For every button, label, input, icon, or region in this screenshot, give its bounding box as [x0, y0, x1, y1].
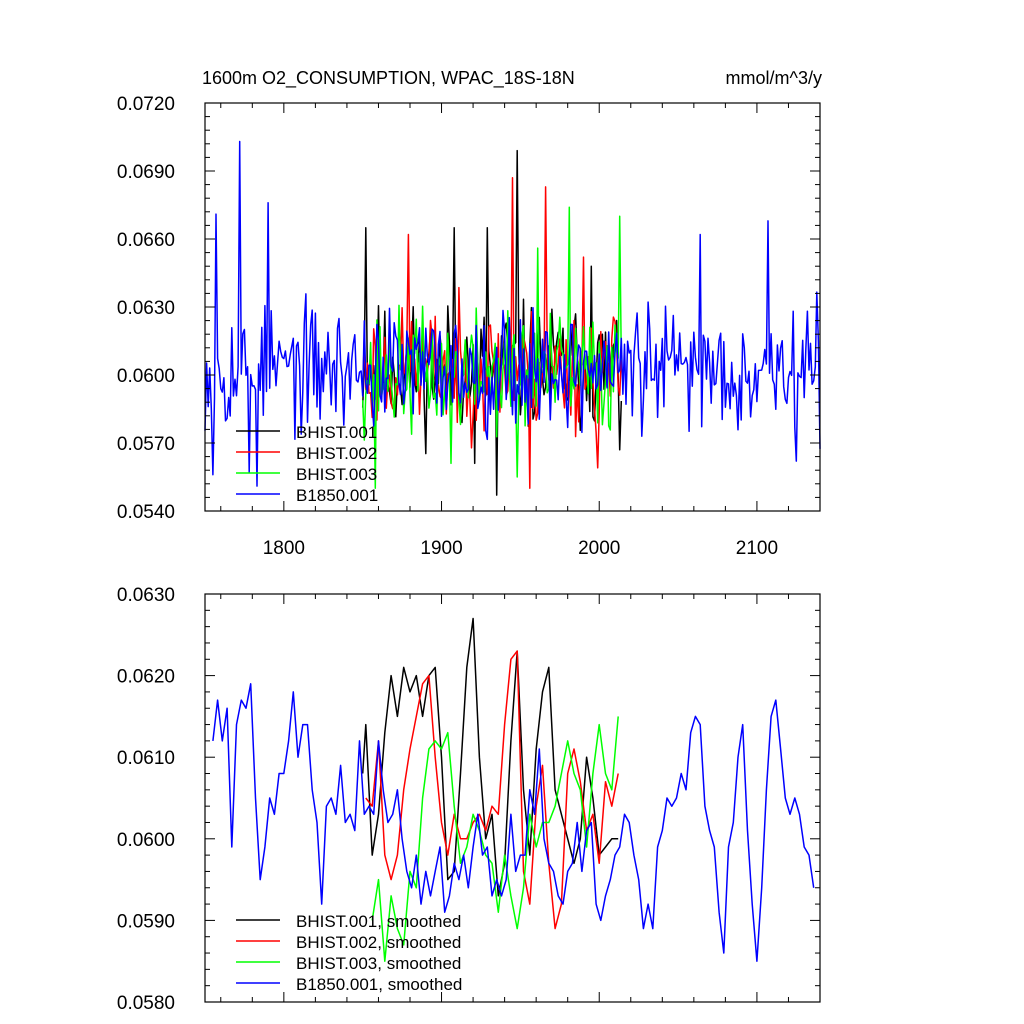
top-panel: 0.0540 0.0570 0.0600 0.0630 0.0660 0.0690 0.07… — [117, 94, 821, 559]
y-tick-label: 0.0540 — [117, 502, 175, 523]
y-tick-label: 0.0690 — [117, 162, 175, 183]
y-tick-label: 0.0660 — [117, 230, 175, 251]
y-tick-label: 0.0570 — [117, 434, 175, 455]
plot-frame — [204, 593, 821, 1003]
y-tick-label: 0.0600 — [117, 366, 175, 387]
x-tick-label: 1800 — [263, 538, 305, 559]
series-line-4 — [204, 140, 821, 487]
y-tick-label: 0.0610 — [117, 748, 175, 769]
y-tick-label: 0.0720 — [117, 94, 175, 115]
legend-label: B1850.001, smoothed — [296, 975, 462, 994]
y-tick-label: 0.0620 — [117, 667, 175, 688]
y-tick-label: 0.0630 — [117, 585, 175, 606]
chart-units: mmol/m^3/y — [726, 68, 822, 88]
series-line-2 — [365, 650, 619, 930]
legend-label: BHIST.001 — [296, 423, 377, 442]
legend-label: BHIST.003 — [296, 465, 377, 484]
series-line-3 — [361, 206, 623, 490]
y-tick-label: 0.0630 — [117, 298, 175, 319]
y-tick-label: 0.0590 — [117, 911, 175, 932]
legend-label: BHIST.002 — [296, 444, 377, 463]
chart-title: 1600m O2_CONSUMPTION, WPAC_18S-18N — [202, 68, 575, 89]
legend-label: BHIST.002, smoothed — [296, 933, 461, 952]
x-tick-label: 2000 — [578, 538, 620, 559]
x-tick-label: 1900 — [420, 538, 462, 559]
x-tick-label: 2100 — [736, 538, 778, 559]
y-tick-label: 0.0600 — [117, 830, 175, 851]
legend-label: B1850.001 — [296, 486, 378, 505]
series-line-1 — [361, 617, 619, 897]
legend-label: BHIST.003, smoothed — [296, 954, 461, 973]
series-line-4 — [212, 683, 815, 962]
bottom-panel: 0.0580 0.0590 0.0600 0.0610 0.0620 0.0630 BHIS… — [117, 585, 821, 1014]
legend-label: BHIST.001, smoothed — [296, 912, 461, 931]
y-tick-label: 0.0580 — [117, 993, 175, 1014]
